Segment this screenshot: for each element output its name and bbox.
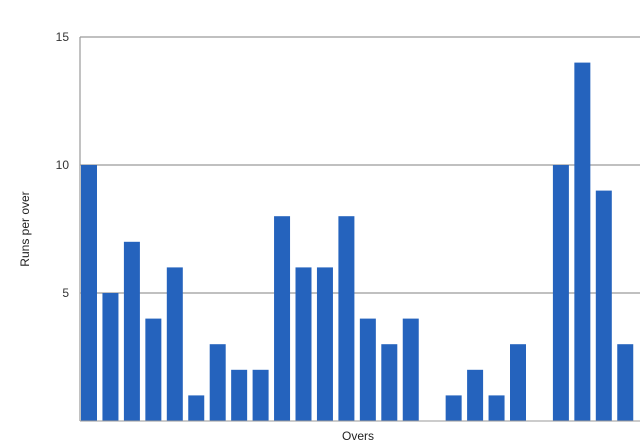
bar-over-21: [510, 344, 526, 421]
bar-over-4: [145, 318, 162, 421]
bar-over-15: [381, 344, 398, 421]
axes: [79, 37, 640, 422]
bar-over-11: [295, 267, 312, 421]
bar-over-25: [595, 190, 612, 421]
bars: [81, 62, 634, 421]
bar-over-13: [338, 216, 355, 421]
bar-over-7: [209, 344, 226, 421]
bar-over-18: [445, 395, 462, 421]
bar-over-8: [231, 369, 248, 421]
bar-over-24: [574, 62, 591, 421]
bar-over-19: [467, 369, 484, 421]
bar-over-26: [617, 344, 634, 421]
y-tick-label-10: 10: [56, 158, 70, 172]
y-axis-title: Runs per over: [18, 191, 32, 266]
bar-over-12: [316, 267, 333, 421]
bar-over-2: [102, 293, 119, 421]
y-tick-label-5: 5: [62, 286, 69, 300]
bar-over-10: [274, 216, 291, 421]
bar-over-16: [402, 318, 419, 421]
bar-over-23: [552, 165, 569, 421]
y-tick-labels: 5 10 15: [56, 30, 70, 300]
y-tick-label-15: 15: [56, 30, 70, 44]
bar-over-14: [359, 318, 376, 421]
x-axis-title: Overs: [342, 429, 374, 443]
bar-over-5: [166, 267, 183, 421]
bar-over-9: [252, 369, 269, 421]
bar-over-1: [81, 165, 97, 421]
bar-over-6: [188, 395, 205, 421]
bar-over-3: [123, 241, 140, 421]
bar-over-20: [488, 395, 505, 421]
